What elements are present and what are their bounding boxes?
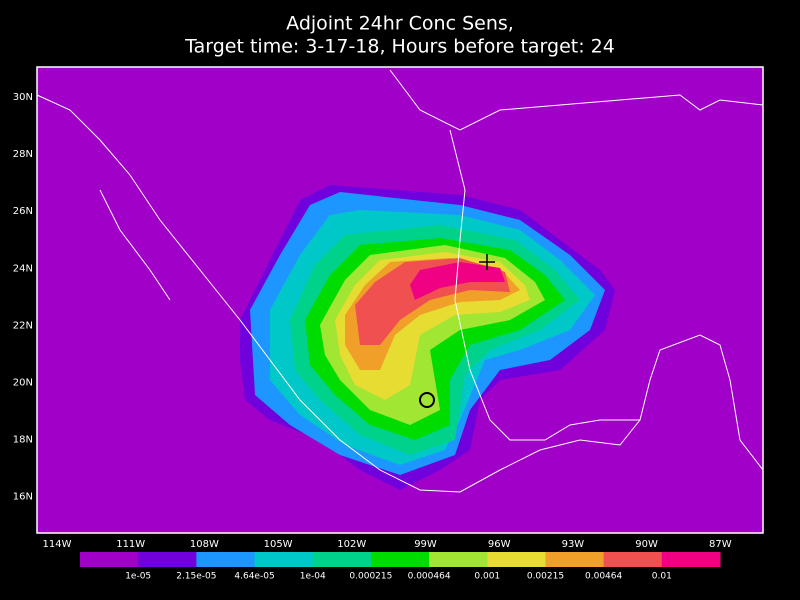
lon-label: 93W bbox=[562, 539, 585, 550]
title-line: Target time: 3-17-18, Hours before targe… bbox=[184, 36, 615, 58]
colorbar-label: 4.64e-05 bbox=[234, 572, 274, 582]
colorbar-label: 1e-04 bbox=[300, 572, 326, 582]
lon-label: 87W bbox=[709, 539, 732, 550]
lat-label: 24N bbox=[13, 263, 33, 274]
colorbar-label: 0.000464 bbox=[408, 572, 451, 582]
contour bbox=[410, 262, 505, 300]
lon-label: 96W bbox=[488, 539, 511, 550]
coastline bbox=[36, 94, 764, 493]
colorbar-box bbox=[370, 552, 430, 567]
lon-label: 108W bbox=[190, 539, 219, 550]
colorbar-label: 0.00215 bbox=[527, 572, 564, 582]
lat-label: 22N bbox=[13, 320, 33, 331]
title-line: Adjoint 24hr Conc Sens, bbox=[286, 13, 514, 35]
colorbar-box bbox=[80, 552, 139, 567]
lat-label: 28N bbox=[13, 149, 33, 160]
colorbar-box bbox=[138, 552, 197, 567]
lat-label: 30N bbox=[13, 92, 33, 103]
coastline bbox=[449, 129, 640, 441]
colorbar-label: 0.001 bbox=[474, 572, 500, 582]
colorbar-box bbox=[429, 552, 488, 567]
source-marker bbox=[419, 392, 435, 408]
colorbar-label: 2.15e-05 bbox=[176, 572, 216, 582]
lon-label: 99W bbox=[414, 539, 437, 550]
coastline bbox=[99, 189, 171, 301]
colorbar-label: 0.01 bbox=[652, 572, 672, 582]
colorbar-box bbox=[661, 552, 721, 567]
colorbar-label: 0.00464 bbox=[585, 572, 622, 582]
lon-label: 114W bbox=[43, 539, 72, 550]
lat-label: 20N bbox=[13, 378, 33, 389]
colorbar-box bbox=[545, 552, 605, 567]
colorbar-box bbox=[196, 552, 256, 567]
lon-label: 105W bbox=[264, 539, 293, 550]
lat-label: 18N bbox=[13, 435, 33, 446]
lon-label: 111W bbox=[116, 539, 145, 550]
coastline bbox=[389, 69, 764, 131]
colorbar-label: 1e-05 bbox=[125, 572, 151, 582]
colorbar-box bbox=[487, 552, 546, 567]
plot-frame bbox=[36, 66, 764, 534]
lat-label: 16N bbox=[13, 492, 33, 503]
lon-label: 90W bbox=[635, 539, 658, 550]
colorbar-box bbox=[603, 552, 663, 567]
colorbar-box bbox=[254, 552, 314, 567]
lat-label: 26N bbox=[13, 206, 33, 217]
lon-label: 102W bbox=[337, 539, 366, 550]
colorbar-label: 0.000215 bbox=[349, 572, 392, 582]
colorbar-box bbox=[312, 552, 372, 567]
plot-area bbox=[36, 66, 764, 534]
